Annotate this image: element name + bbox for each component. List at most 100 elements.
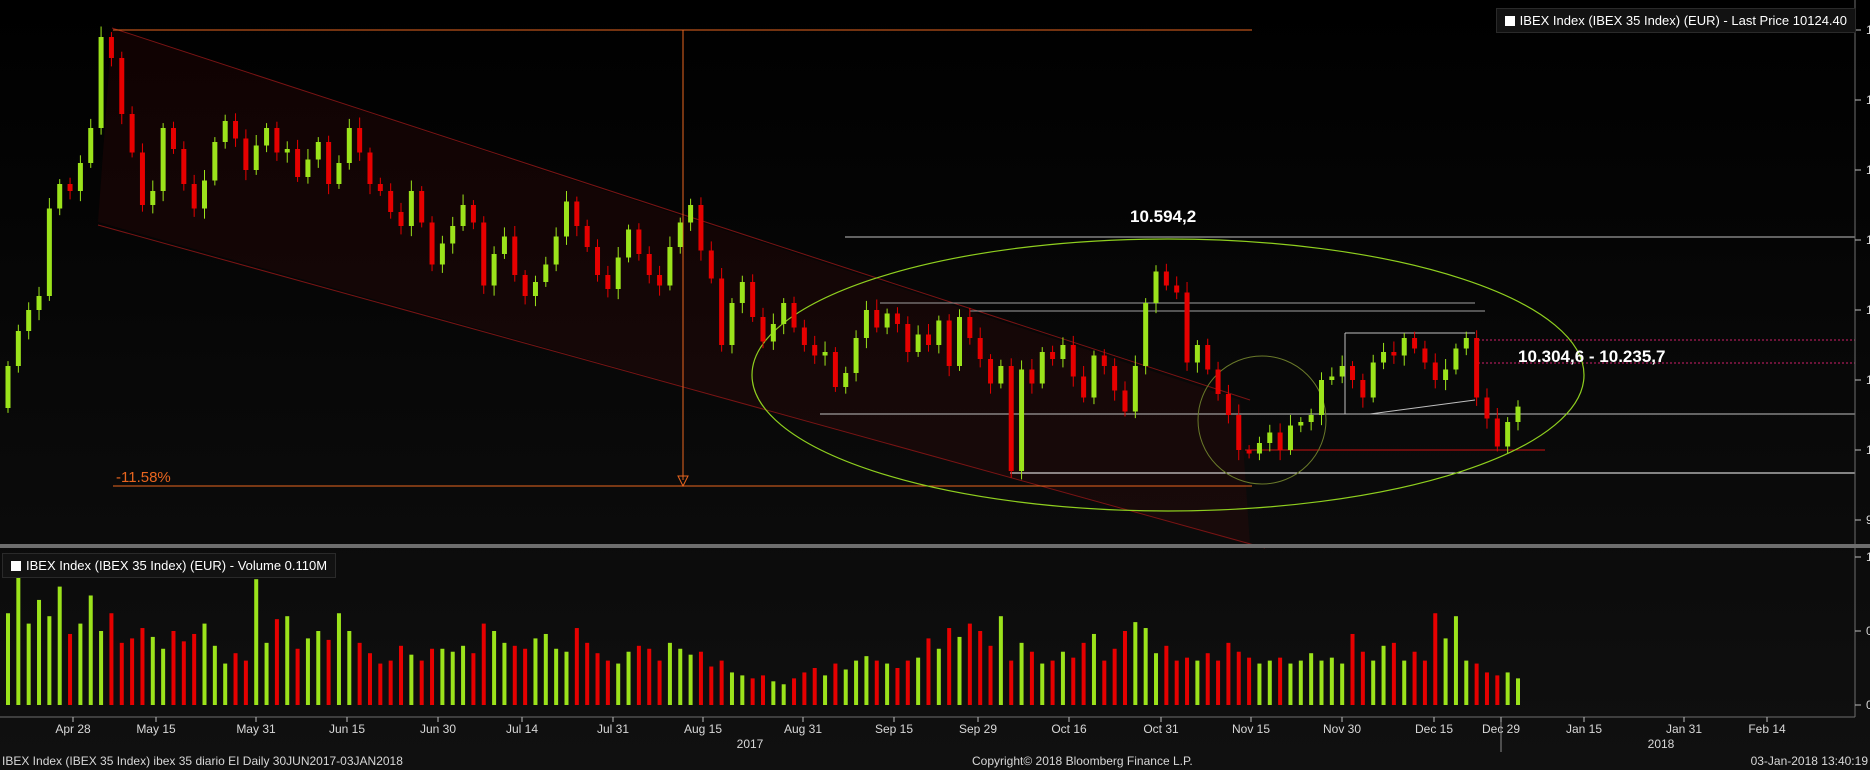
volume-bar xyxy=(1164,645,1169,705)
candle-body xyxy=(1463,338,1469,349)
candle-body xyxy=(15,331,21,366)
candle-body xyxy=(574,201,580,226)
candle xyxy=(770,313,776,350)
volume-bar xyxy=(78,623,83,705)
price-legend: IBEX Index (IBEX 35 Index) (EUR) - Last … xyxy=(1495,8,1856,33)
volume-bar xyxy=(1257,663,1262,705)
volume-bar xyxy=(57,586,62,705)
x-tick-label: Nov 15 xyxy=(1232,722,1270,736)
candle-body xyxy=(1484,397,1490,419)
volume-bar xyxy=(564,651,569,705)
volume-bar xyxy=(978,631,983,705)
candle-body xyxy=(1287,425,1293,450)
candle-body xyxy=(388,191,394,212)
candle xyxy=(915,325,921,357)
candle xyxy=(563,191,569,245)
candle xyxy=(398,202,404,235)
candle-body xyxy=(264,128,270,146)
volume-bar xyxy=(1236,651,1241,705)
volume-bar xyxy=(492,631,497,705)
candle-body xyxy=(915,334,921,352)
candle-body xyxy=(139,152,145,205)
candle xyxy=(832,347,838,392)
volume-bar xyxy=(388,660,393,705)
volume-bar xyxy=(843,669,848,705)
candle xyxy=(1329,367,1335,385)
volume-bar xyxy=(316,631,321,705)
candle-body xyxy=(1391,352,1397,356)
candle-body xyxy=(1029,369,1035,384)
volume-bar xyxy=(1309,653,1314,705)
candle-body xyxy=(1143,303,1149,366)
candle xyxy=(1277,423,1283,461)
candle xyxy=(108,32,114,67)
candle xyxy=(646,246,652,284)
candle xyxy=(1112,358,1118,401)
volume-bar xyxy=(419,660,424,705)
volume-bar xyxy=(895,668,900,705)
candle xyxy=(781,298,787,335)
candle xyxy=(863,300,869,349)
candle-body xyxy=(5,366,11,408)
candle-body xyxy=(812,345,818,356)
volume-bar xyxy=(1340,663,1345,705)
x-tick-label: Oct 31 xyxy=(1143,722,1179,736)
candle-body xyxy=(233,121,239,139)
volume-bar xyxy=(37,599,42,705)
volume-bar xyxy=(1060,651,1065,705)
volume-bar xyxy=(481,623,486,705)
candle xyxy=(295,139,301,182)
x-tick-label: Aug 31 xyxy=(784,722,822,736)
volume-bar xyxy=(233,653,238,705)
candle xyxy=(1318,372,1324,426)
volume-bar xyxy=(399,645,404,705)
volume-bar xyxy=(357,642,362,705)
volume-bar xyxy=(192,633,197,705)
candle xyxy=(874,299,880,333)
candle-body xyxy=(936,320,942,345)
candle xyxy=(1174,276,1180,300)
candle xyxy=(1132,355,1138,419)
volume-bar xyxy=(264,642,269,705)
volume-bar xyxy=(854,660,859,705)
candle xyxy=(1505,417,1511,454)
candle xyxy=(408,180,414,237)
volume-bar xyxy=(367,653,372,705)
candle xyxy=(1422,340,1428,370)
x-tick-label: Sep 29 xyxy=(959,722,997,736)
volume-bar xyxy=(1133,622,1138,705)
candle xyxy=(98,26,104,135)
x-tick-label: Sep 15 xyxy=(875,722,913,736)
candle-body xyxy=(698,205,704,251)
candle xyxy=(212,137,218,186)
candle xyxy=(843,366,849,394)
candle-body xyxy=(1132,366,1138,412)
x-tick-label: Dec 15 xyxy=(1415,722,1453,736)
candle-body xyxy=(315,142,321,160)
candle xyxy=(1008,358,1014,478)
candle xyxy=(1463,331,1469,356)
volume-bar xyxy=(874,660,879,705)
volume-bar xyxy=(1278,657,1283,705)
candle-body xyxy=(874,310,880,328)
candle xyxy=(1339,355,1345,384)
candle-body xyxy=(57,184,63,209)
candle-body xyxy=(439,243,445,265)
candle-body xyxy=(212,142,218,181)
volume-bar xyxy=(1009,660,1014,705)
candle xyxy=(181,141,187,191)
candle-body xyxy=(1370,362,1376,398)
footer-left: IBEX Index (IBEX 35 Index) ibex 35 diari… xyxy=(2,754,403,768)
candle xyxy=(822,341,828,366)
candle-body xyxy=(822,352,828,356)
candle xyxy=(439,235,445,273)
candle xyxy=(202,170,208,219)
candle-body xyxy=(595,247,601,275)
volume-bar xyxy=(885,663,890,705)
candle xyxy=(470,200,476,230)
volume-bar xyxy=(16,568,21,705)
candle xyxy=(1474,330,1480,406)
candle xyxy=(977,327,983,368)
candle-body xyxy=(181,149,187,184)
